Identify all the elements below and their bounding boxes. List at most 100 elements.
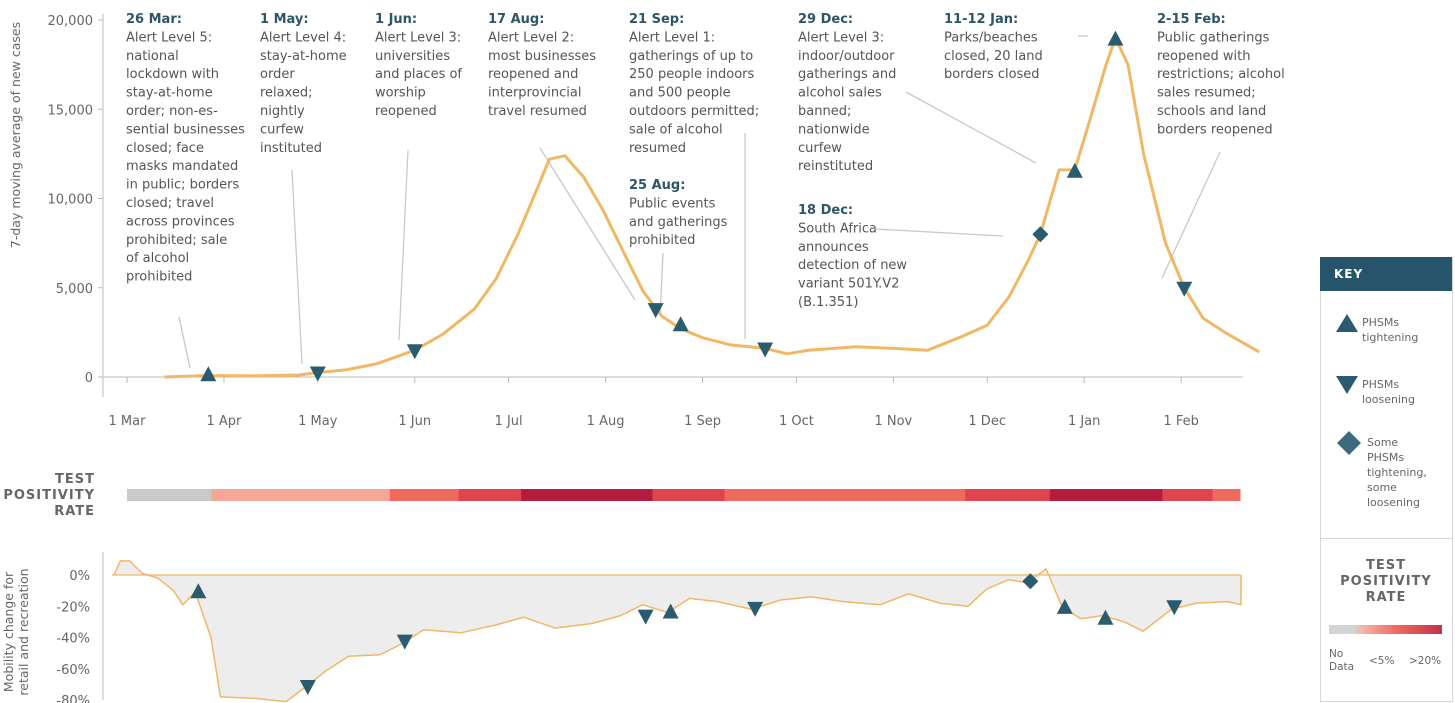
key-low: <5% [1369,655,1395,667]
y-tick-label: 20,000 [48,14,94,29]
mixed-icon [1337,431,1361,455]
annotation-text: gatherings of up to [629,49,753,64]
annotation-text: stay-at-home [126,86,213,101]
annotation-text: (B.1.351) [798,295,858,310]
annotation-text: resumed [629,141,686,156]
annotation-title: 17 Aug: [488,12,544,27]
case-marker-tightening [200,366,217,382]
annotation-text: curfew [798,141,842,156]
case-marker-loosening [647,303,664,319]
mobility-marker-loosening [1166,600,1183,616]
annotation-title: 18 Dec: [798,203,853,218]
annotation-leader-line [398,149,409,341]
annotation-title: 1 Jun: [375,12,417,27]
annotation-text: closed; face [126,141,204,156]
case-marker-loosening [406,344,423,360]
tpr-label-line2: POSITIVITY [3,488,95,503]
annotation-text: order; non-es- [126,104,218,119]
key-divider [1320,538,1452,539]
tpr-segment [965,489,1051,501]
annotation-text: reinstituted [798,159,873,174]
key-loosening-label: PHSMs loosening [1362,378,1415,406]
annotation-title: 11-12 Jan: [944,12,1018,27]
mobility-y-tick-label: 0% [69,569,90,584]
annotation-title: 26 Mar: [126,12,182,27]
y-tick-label: 15,000 [48,103,94,118]
mobility-y-tick-label: -60% [56,663,90,678]
tpr-segment [127,489,212,501]
y-axis-label: 7-day moving average of new cases [8,22,23,248]
annotation-text: relaxed; [260,86,313,101]
x-tick-label: 1 Jul [495,414,523,429]
tpr-segment [458,489,522,501]
key-mixed-label: Some PHSMs tightening, some loosening [1367,436,1427,509]
annotation-text: instituted [260,141,322,156]
key-high: >20% [1409,655,1442,667]
annotation-text: across provinces [126,214,235,229]
annotation-title: 21 Sep: [629,12,684,27]
annotation-text: reopened with [1157,49,1250,64]
x-tick-label: 1 Jun [398,414,431,429]
mobility-y-tick-label: -80% [56,694,90,703]
y-tick-label: 0 [85,371,93,386]
annotation-text: banned; [798,104,851,119]
tightening-icon [1336,314,1358,332]
annotation-text: borders reopened [1157,122,1273,137]
annotation-text: indoor/outdoor [798,49,895,64]
case-marker-loosening [309,366,326,382]
annotation-text: outdoors permitted; [629,104,759,119]
annotation-text: travel resumed [488,104,587,119]
x-tick-label: 1 Apr [207,414,243,429]
annotation-text: schools and land [1157,104,1266,119]
annotation-text: Public gatherings [1157,30,1270,45]
tpr-label-line1: TEST [55,472,95,487]
mobility-y-axis-label: Mobility change forretail and recreation [1,568,31,695]
annotation-text: reopened [375,104,437,119]
case-marker-tightening [1107,30,1124,46]
annotation-title: 25 Aug: [629,178,685,193]
annotation-text: and 500 people [629,86,731,101]
annotation-text: announces [798,240,869,255]
mobility-marker-tightening [1097,609,1114,625]
annotation-text: Alert Level 3: [375,30,461,45]
annotation-text: 250 people indoors [629,67,754,82]
tpr-segment [1212,489,1241,501]
annotation-text: sales resumed; [1157,86,1256,101]
mobility-y-tick-label: -40% [56,632,90,647]
mobility-y-tick-label: -20% [56,600,90,615]
annotation-text: sential businesses [126,122,245,137]
annotation-leader-line [874,228,1004,237]
annotation-title: 1 May: [260,12,309,27]
annotation-text: reopened and [488,67,578,82]
tpr-segment [1049,489,1163,501]
annotation-text: detection of new [798,258,907,273]
loosening-icon [1336,376,1358,394]
annotation-title: 29 Dec: [798,12,853,27]
annotation-title: 2-15 Feb: [1157,12,1226,27]
annotation-text: national [126,49,179,64]
annotation-text: prohibited; sale [126,233,227,248]
annotation-text: Alert Level 2: [488,30,574,45]
x-tick-label: 1 Nov [874,414,912,429]
tpr-segment [652,489,725,501]
mobility-marker-loosening [747,601,764,617]
x-tick-label: 1 Sep [684,414,721,429]
x-tick-label: 1 Feb [1163,414,1198,429]
annotation-text: prohibited [629,233,695,248]
annotation-text: variant 501Y.V2 [798,277,899,292]
tpr-segment [1162,489,1213,501]
annotation-text: curfew [260,122,304,137]
annotation-text: in public; borders [126,178,240,193]
mobility-area [114,560,1241,702]
tpr-segment [211,489,391,501]
key-tpr-title: TEST POSITIVITY RATE [1340,558,1432,605]
annotation-text: universities [375,49,450,64]
annotation-text: interprovincial [488,86,581,101]
annotation-text: Public events [629,196,716,211]
mobility-marker-loosening [299,679,316,695]
annotation-text: South Africa [798,221,877,236]
key-tightening-label: PHSMs tightening [1362,316,1419,344]
x-tick-label: 1 Jan [1068,414,1100,429]
tpr-segment [389,489,460,501]
